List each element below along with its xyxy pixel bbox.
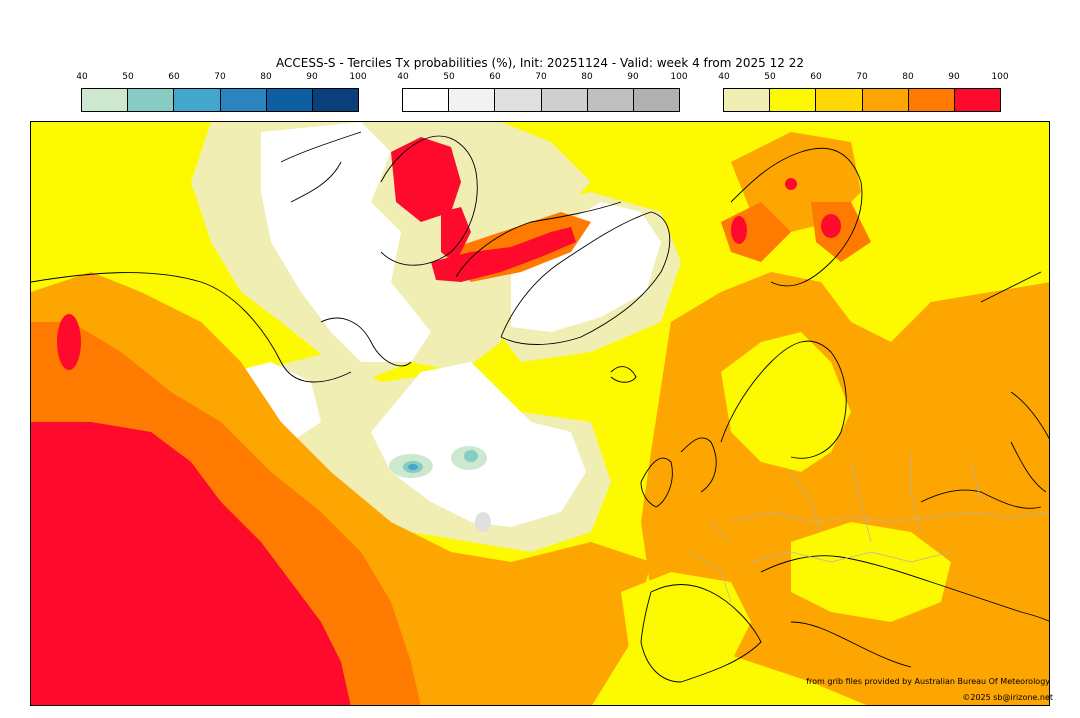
colorbar-tick-label: 90	[306, 72, 318, 82]
patch-grey-1	[475, 512, 491, 532]
colorbar-tick-label: 50	[443, 72, 455, 82]
colorbar-segment	[862, 89, 909, 111]
colorbar-tick-label: 50	[122, 72, 134, 82]
colorbar-ticks: 40 50 60 70 80 90 100	[76, 72, 366, 84]
region-red-greenland-west	[441, 207, 471, 262]
colorbar-tick-label: 90	[948, 72, 960, 82]
region-yellow-iberia	[621, 572, 751, 682]
copyright-credit: ©2025 sb@irizone.net	[962, 693, 1053, 702]
colorbar-segment	[770, 89, 817, 111]
colorbar-segment	[220, 89, 267, 111]
colorbar-tick-label: 60	[168, 72, 180, 82]
colorbar-tick-label: 40	[76, 72, 88, 82]
colorbar-tick-label: 60	[489, 72, 501, 82]
country-borders	[690, 452, 1049, 603]
patch-below-normal-3	[408, 464, 418, 470]
colorbar-bar	[402, 88, 680, 112]
colorbar-segment	[541, 89, 588, 111]
region-red-greenland-band	[431, 227, 576, 282]
colorbar-segment	[403, 89, 450, 111]
colorbar-segment	[633, 89, 680, 111]
patch-below-normal-5	[464, 450, 478, 462]
region-white-canada	[261, 122, 431, 362]
coastlines	[31, 131, 1049, 683]
colorbar-segment	[174, 89, 221, 111]
colorbar-segment	[724, 89, 771, 111]
colorbar-below-normal: 40 50 60 70 80 90 100	[76, 72, 367, 114]
region-red-atlantic-southwest	[31, 422, 351, 705]
colorbar-segment	[954, 89, 1001, 111]
region-red-baffin	[391, 137, 461, 222]
colorbar-tick-label: 100	[349, 72, 367, 82]
colorbar-near-normal: 40 50 60 70 80 90 100	[397, 72, 688, 114]
region-red-northeast	[785, 178, 797, 190]
colorbar-tick-label: 100	[670, 72, 688, 82]
colorbar-segment	[128, 89, 175, 111]
colorbar-ticks: 40 50 60 70 80 90 100	[397, 72, 687, 84]
colorbar-tick-label: 40	[718, 72, 730, 82]
colorbar-tick-label: 70	[856, 72, 868, 82]
region-white-atlantic	[371, 362, 586, 527]
colorbar-tick-label: 40	[397, 72, 409, 82]
colorbar-tick-label: 70	[214, 72, 226, 82]
probability-map	[30, 121, 1050, 706]
data-source-credit: from grib files provided by Australian B…	[806, 677, 1050, 686]
region-yellow-east	[961, 132, 1049, 242]
colorbar-tick-label: 80	[260, 72, 272, 82]
colorbar-tick-label: 60	[810, 72, 822, 82]
colorbar-segment	[587, 89, 634, 111]
colorbar-tick-label: 70	[535, 72, 547, 82]
colorbar-segment	[82, 89, 129, 111]
colorbar-segment	[908, 89, 955, 111]
region-yellow-scandinavia	[721, 332, 851, 472]
colorbar-bar	[81, 88, 359, 112]
colorbar-above-normal: 40 50 60 70 80 90 100	[718, 72, 1009, 114]
colorbar-segment	[816, 89, 863, 111]
colorbar-ticks: 40 50 60 70 80 90 100	[718, 72, 1008, 84]
colorbar-segment	[266, 89, 313, 111]
colorbar-bar	[723, 88, 1001, 112]
colorbar-segment	[495, 89, 542, 111]
colorbar-segment	[449, 89, 496, 111]
colorbar-tick-label: 80	[902, 72, 914, 82]
region-red-finland	[821, 214, 841, 238]
colorbar-tick-label: 90	[627, 72, 639, 82]
map-title: ACCESS-S - Terciles Tx probabilities (%)…	[276, 56, 804, 70]
colorbar-tick-label: 100	[991, 72, 1009, 82]
region-red-small-1	[57, 314, 81, 370]
colorbar-segment	[312, 89, 359, 111]
region-yellow-balkans	[791, 522, 951, 622]
colorbar-tick-label: 80	[581, 72, 593, 82]
region-red-scandinavia	[731, 216, 747, 244]
colorbar-tick-label: 50	[764, 72, 776, 82]
